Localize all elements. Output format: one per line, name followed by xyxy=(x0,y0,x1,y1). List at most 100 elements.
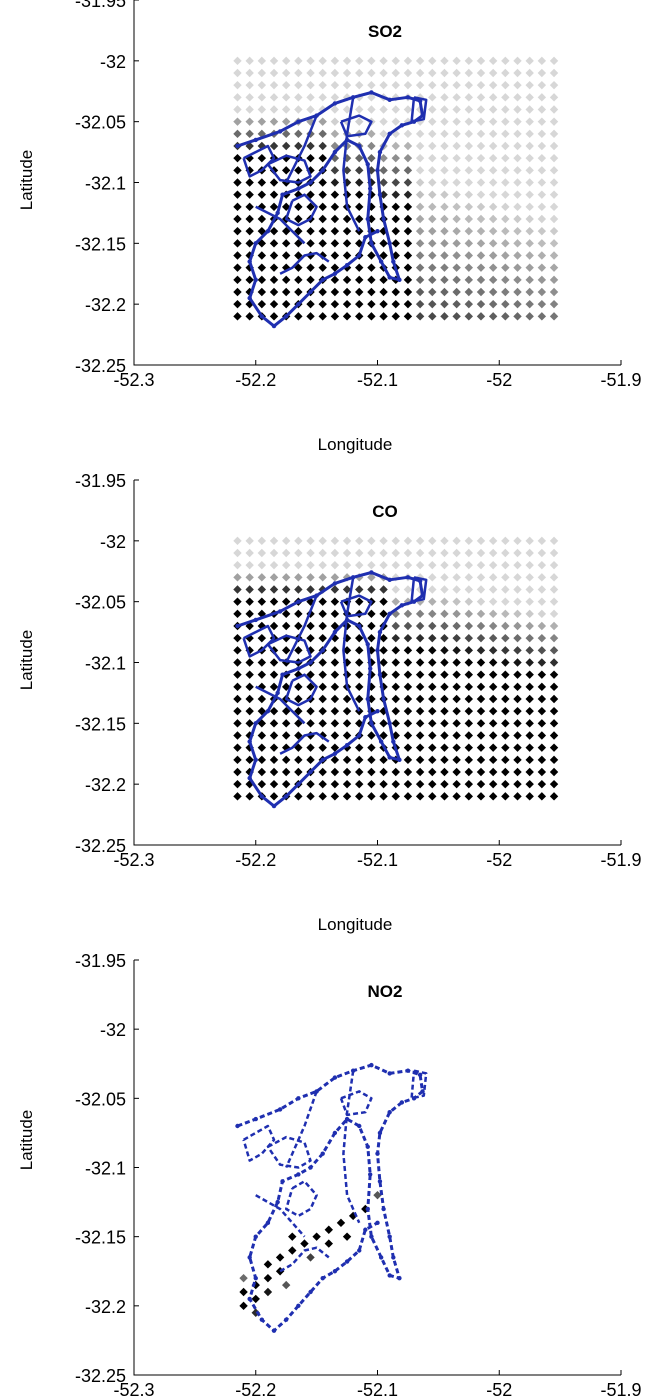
data-point xyxy=(355,792,364,801)
data-point xyxy=(464,621,474,631)
data-point xyxy=(415,560,425,570)
data-point xyxy=(513,573,522,582)
data-point xyxy=(476,202,486,212)
data-point xyxy=(464,263,474,272)
data-point xyxy=(537,767,547,777)
data-point xyxy=(513,536,522,546)
data-point xyxy=(257,585,267,594)
data-point xyxy=(233,312,242,321)
data-point xyxy=(379,178,388,187)
data-point xyxy=(440,719,449,728)
data-point xyxy=(318,287,327,297)
x-tick-label: -52 xyxy=(486,1380,512,1400)
data-point xyxy=(294,621,303,631)
data-point xyxy=(233,597,242,606)
data-point xyxy=(245,694,254,704)
data-point xyxy=(464,178,474,187)
x-tick-label: -52 xyxy=(486,850,512,870)
data-point xyxy=(294,573,303,582)
data-point xyxy=(440,731,449,740)
data-point xyxy=(342,755,352,765)
data-point xyxy=(415,755,425,765)
data-point xyxy=(342,226,352,236)
data-point xyxy=(513,141,522,151)
data-point xyxy=(440,190,449,199)
data-point xyxy=(415,609,425,619)
data-point xyxy=(513,792,522,801)
data-point xyxy=(501,658,510,667)
data-point xyxy=(464,670,474,679)
data-point xyxy=(306,1253,315,1262)
data-point xyxy=(257,251,267,260)
route-point xyxy=(253,757,258,763)
data-point xyxy=(391,670,400,679)
data-point xyxy=(501,597,510,606)
data-point xyxy=(269,597,279,606)
data-point xyxy=(537,646,547,655)
route-point xyxy=(387,1234,392,1239)
data-point xyxy=(525,202,534,212)
data-point xyxy=(330,251,340,260)
data-point xyxy=(537,141,547,151)
data-point xyxy=(440,153,449,163)
data-point xyxy=(269,190,279,199)
data-point xyxy=(452,548,461,558)
route-point xyxy=(399,1100,405,1105)
data-point xyxy=(403,646,413,655)
data-point xyxy=(440,56,449,66)
data-point xyxy=(537,153,547,163)
data-point xyxy=(367,633,376,643)
data-point xyxy=(367,56,376,66)
data-point xyxy=(549,585,559,594)
data-point xyxy=(403,609,413,619)
data-point xyxy=(415,129,425,139)
data-point xyxy=(476,153,486,163)
route-point xyxy=(420,593,425,598)
data-point xyxy=(428,536,437,546)
route-point xyxy=(377,1130,383,1136)
data-point xyxy=(415,80,425,90)
data-point xyxy=(257,105,267,114)
data-point xyxy=(452,275,461,285)
data-point xyxy=(488,287,498,297)
data-point xyxy=(488,214,498,224)
data-point xyxy=(415,706,425,716)
data-point xyxy=(537,585,547,594)
data-point xyxy=(428,93,437,102)
data-point xyxy=(501,670,510,679)
data-point xyxy=(403,719,413,728)
data-point xyxy=(391,792,400,801)
data-point xyxy=(379,129,388,139)
data-point xyxy=(464,80,474,90)
data-point xyxy=(306,80,315,90)
data-point xyxy=(342,560,352,570)
y-tick-label: -32.2 xyxy=(85,775,126,795)
data-point xyxy=(263,1287,273,1297)
data-point xyxy=(379,597,388,606)
data-point xyxy=(476,694,486,704)
data-point xyxy=(513,706,522,716)
data-point xyxy=(379,609,388,619)
data-point xyxy=(452,767,461,777)
data-point xyxy=(342,80,352,90)
data-point xyxy=(452,573,461,582)
route-point xyxy=(363,1227,368,1232)
data-point xyxy=(281,117,291,126)
data-point xyxy=(330,263,340,272)
data-point xyxy=(233,287,242,297)
data-point xyxy=(391,548,400,558)
route-point xyxy=(332,271,338,276)
data-point xyxy=(452,226,461,236)
data-point xyxy=(367,573,376,582)
data-point xyxy=(415,251,425,260)
data-point xyxy=(403,299,413,309)
y-axis-label: Latitude xyxy=(17,630,36,691)
data-point xyxy=(330,719,340,728)
route-point xyxy=(375,1220,380,1226)
data-point xyxy=(379,239,388,248)
data-point xyxy=(379,646,388,655)
data-point xyxy=(464,166,474,175)
data-point xyxy=(549,263,559,272)
data-point xyxy=(233,731,242,740)
data-point xyxy=(488,141,498,151)
